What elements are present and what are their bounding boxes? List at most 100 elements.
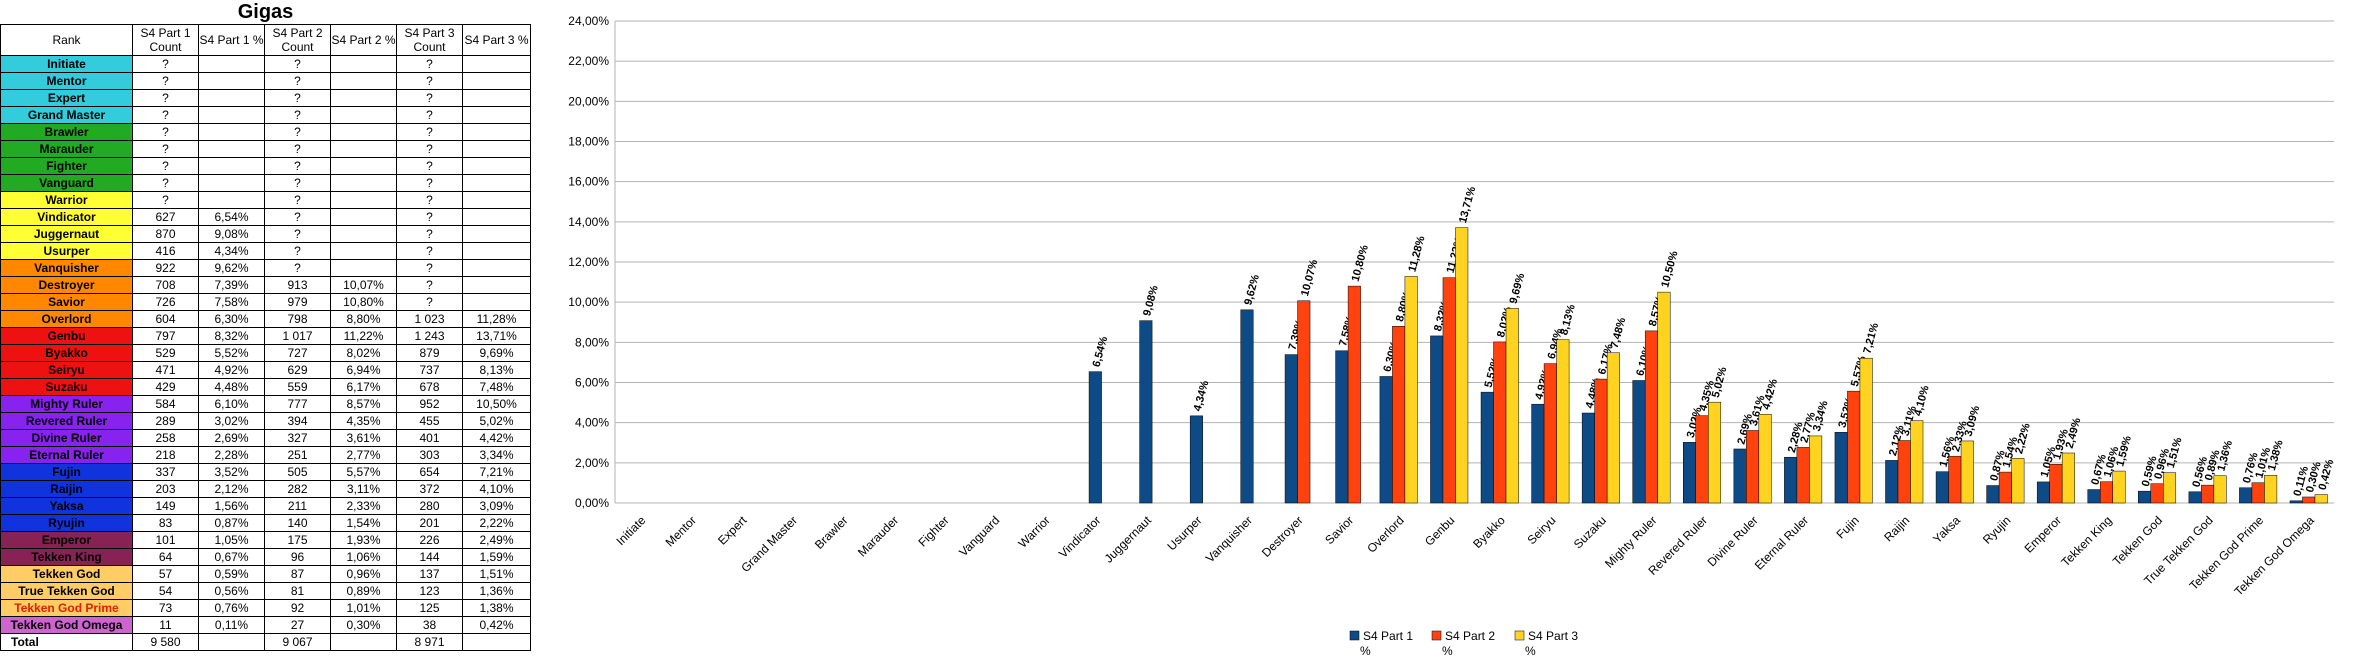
rank-cell[interactable]: Grand Master	[0, 106, 133, 124]
rank-cell[interactable]: Initiate	[0, 55, 133, 73]
value-cell[interactable]: 8,13%	[461, 361, 532, 379]
value-cell[interactable]: 203	[132, 480, 199, 498]
value-cell[interactable]: ?	[396, 123, 463, 141]
value-cell[interactable]: 1,56%	[198, 497, 265, 515]
value-cell[interactable]: 289	[132, 412, 199, 430]
value-cell[interactable]: 1,59%	[461, 548, 532, 566]
value-cell[interactable]: 87	[264, 565, 331, 583]
value-cell[interactable]	[198, 72, 265, 90]
value-cell[interactable]: 3,02%	[198, 412, 265, 430]
value-cell[interactable]: 11,28%	[461, 310, 532, 328]
value-cell[interactable]	[461, 157, 532, 175]
value-cell[interactable]: ?	[264, 174, 331, 192]
value-cell[interactable]: 0,59%	[198, 565, 265, 583]
total-label[interactable]: Total	[0, 633, 133, 651]
value-cell[interactable]	[461, 89, 532, 107]
sheet-title[interactable]: Gigas	[237, 1, 294, 23]
value-cell[interactable]: 10,07%	[330, 276, 397, 294]
value-cell[interactable]: 92	[264, 599, 331, 617]
value-cell[interactable]	[330, 157, 397, 175]
value-cell[interactable]: 979	[264, 293, 331, 311]
value-cell[interactable]: ?	[264, 140, 331, 158]
value-cell[interactable]: 0,11%	[198, 616, 265, 634]
value-cell[interactable]: ?	[264, 242, 331, 260]
value-cell[interactable]	[330, 225, 397, 243]
value-cell[interactable]	[198, 89, 265, 107]
value-cell[interactable]: ?	[396, 106, 463, 124]
value-cell[interactable]: ?	[396, 259, 463, 277]
value-cell[interactable]: 4,35%	[330, 412, 397, 430]
value-cell[interactable]: 337	[132, 463, 199, 481]
value-cell[interactable]: 1 243	[396, 327, 463, 345]
value-cell[interactable]: ?	[396, 55, 463, 73]
rank-cell[interactable]: Tekken King	[0, 548, 133, 566]
value-cell[interactable]: 1,51%	[461, 565, 532, 583]
value-cell[interactable]: 727	[264, 344, 331, 362]
value-cell[interactable]: 6,17%	[330, 378, 397, 396]
value-cell[interactable]: 38	[396, 616, 463, 634]
rank-cell[interactable]: Eternal Ruler	[0, 446, 133, 464]
value-cell[interactable]: 0,76%	[198, 599, 265, 617]
value-cell[interactable]	[198, 106, 265, 124]
value-cell[interactable]: 258	[132, 429, 199, 447]
value-cell[interactable]: ?	[264, 259, 331, 277]
value-cell[interactable]: 8,02%	[330, 344, 397, 362]
value-cell[interactable]: 4,42%	[461, 429, 532, 447]
value-cell[interactable]: 2,49%	[461, 531, 532, 549]
value-cell[interactable]	[330, 242, 397, 260]
value-cell[interactable]: 54	[132, 582, 199, 600]
rank-cell[interactable]: Vanquisher	[0, 259, 133, 277]
value-cell[interactable]: 5,02%	[461, 412, 532, 430]
total-value[interactable]: 9 067	[264, 633, 331, 651]
rank-cell[interactable]: Warrior	[0, 191, 133, 209]
rank-cell[interactable]: Savior	[0, 293, 133, 311]
rank-cell[interactable]: Emperor	[0, 531, 133, 549]
rank-cell[interactable]: Tekken God	[0, 565, 133, 583]
value-cell[interactable]: 879	[396, 344, 463, 362]
value-cell[interactable]: 6,94%	[330, 361, 397, 379]
value-cell[interactable]	[461, 293, 532, 311]
value-cell[interactable]: 125	[396, 599, 463, 617]
value-cell[interactable]	[330, 55, 397, 73]
value-cell[interactable]: 1 017	[264, 327, 331, 345]
value-cell[interactable]: 4,48%	[198, 378, 265, 396]
value-cell[interactable]	[461, 106, 532, 124]
value-cell[interactable]: ?	[132, 174, 199, 192]
rank-cell[interactable]: Overlord	[0, 310, 133, 328]
value-cell[interactable]: 2,33%	[330, 497, 397, 515]
value-cell[interactable]: ?	[264, 55, 331, 73]
value-cell[interactable]: 11,22%	[330, 327, 397, 345]
value-cell[interactable]: 455	[396, 412, 463, 430]
value-cell[interactable]: 604	[132, 310, 199, 328]
value-cell[interactable]	[198, 191, 265, 209]
value-cell[interactable]: 1,36%	[461, 582, 532, 600]
rank-cell[interactable]: Fujin	[0, 463, 133, 481]
value-cell[interactable]: 7,58%	[198, 293, 265, 311]
value-cell[interactable]: ?	[396, 293, 463, 311]
value-cell[interactable]: 3,34%	[461, 446, 532, 464]
value-cell[interactable]	[330, 191, 397, 209]
rank-cell[interactable]: Mighty Ruler	[0, 395, 133, 413]
value-cell[interactable]: ?	[132, 140, 199, 158]
column-header[interactable]: S4 Part 2 %	[330, 24, 397, 56]
value-cell[interactable]: 708	[132, 276, 199, 294]
value-cell[interactable]: ?	[132, 72, 199, 90]
value-cell[interactable]: ?	[396, 72, 463, 90]
value-cell[interactable]	[461, 174, 532, 192]
value-cell[interactable]: 5,52%	[198, 344, 265, 362]
column-header[interactable]: S4 Part 3 Count	[396, 24, 463, 56]
value-cell[interactable]	[330, 89, 397, 107]
chart-area[interactable]: 0,00% 2,00% 4,00% 6,00% 8,00% 10,00% 12,00% 14,…	[560, 0, 2374, 666]
rank-cell[interactable]: Marauder	[0, 140, 133, 158]
value-cell[interactable]: ?	[396, 276, 463, 294]
value-cell[interactable]	[461, 72, 532, 90]
value-cell[interactable]: 394	[264, 412, 331, 430]
value-cell[interactable]: 0,42%	[461, 616, 532, 634]
rank-cell[interactable]: Mentor	[0, 72, 133, 90]
value-cell[interactable]: 2,69%	[198, 429, 265, 447]
value-cell[interactable]	[198, 55, 265, 73]
value-cell[interactable]: ?	[396, 242, 463, 260]
value-cell[interactable]: 11	[132, 616, 199, 634]
value-cell[interactable]	[461, 208, 532, 226]
value-cell[interactable]	[330, 106, 397, 124]
